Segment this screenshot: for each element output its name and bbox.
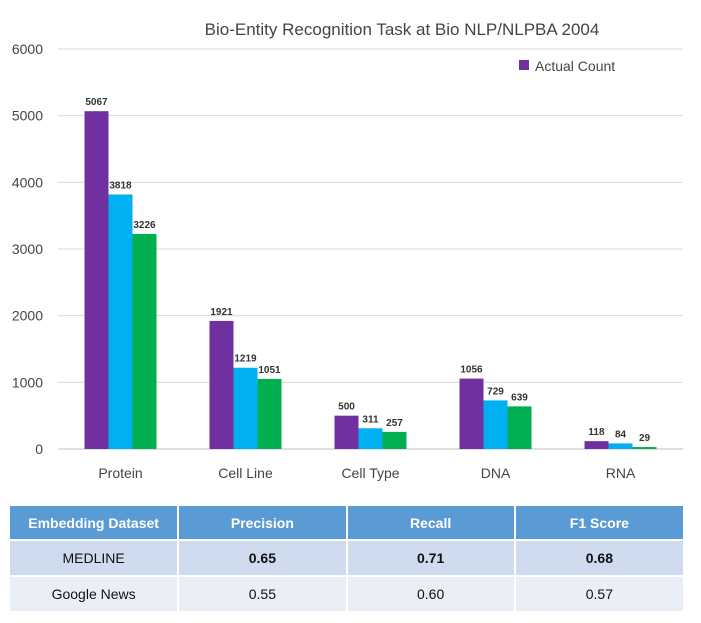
y-tick-label: 3000 bbox=[12, 241, 43, 257]
legend: Actual Count bbox=[519, 58, 615, 74]
x-category-label: Protein bbox=[98, 465, 142, 481]
bar-cell-line-series-3 bbox=[257, 378, 282, 449]
bar-dna-series-1 bbox=[459, 378, 484, 449]
bar-rna-series-3 bbox=[632, 447, 657, 449]
data-label: 311 bbox=[362, 414, 379, 425]
bar-rna-series-1 bbox=[584, 441, 609, 449]
y-tick-label: 0 bbox=[35, 441, 43, 457]
bar-dna-series-2 bbox=[483, 400, 508, 449]
data-label: 729 bbox=[487, 386, 504, 397]
y-tick-label: 4000 bbox=[12, 174, 43, 190]
legend-swatch-actual-count bbox=[519, 60, 529, 70]
x-category-label: RNA bbox=[606, 465, 636, 481]
bar-cell-line-series-1 bbox=[209, 320, 234, 449]
y-tick-label: 2000 bbox=[12, 308, 43, 324]
data-label: 3818 bbox=[109, 180, 132, 191]
cell-recall: 0.71 bbox=[346, 540, 516, 577]
gridlines bbox=[58, 48, 683, 450]
y-tick-label: 6000 bbox=[12, 41, 43, 57]
x-category-label: DNA bbox=[481, 465, 511, 481]
bar-dna-series-3 bbox=[507, 406, 532, 449]
data-label: 118 bbox=[588, 427, 605, 438]
header-f1-score: F1 Score bbox=[514, 506, 683, 541]
y-axis: 0 1000 2000 3000 4000 5000 6000 bbox=[12, 41, 43, 457]
bar-chart: Bio-Entity Recognition Task at Bio NLP/N… bbox=[12, 20, 683, 481]
x-category-label: Cell Type bbox=[341, 465, 399, 481]
legend-label-actual-count: Actual Count bbox=[535, 58, 615, 74]
cell-precision: 0.55 bbox=[178, 576, 348, 613]
bar-cell-type-series-2 bbox=[358, 428, 383, 449]
y-tick-label: 5000 bbox=[12, 108, 43, 124]
bar-protein-series-1 bbox=[84, 111, 109, 449]
bar-cell-type-series-3 bbox=[382, 431, 407, 449]
table-header-row: Embedding Dataset Precision Recall F1 Sc… bbox=[10, 506, 683, 541]
table-row: MEDLINE 0.65 0.71 0.68 bbox=[10, 540, 683, 577]
results-table: Embedding Dataset Precision Recall F1 Sc… bbox=[10, 506, 683, 613]
cell-dataset: Google News bbox=[10, 576, 180, 613]
cell-f1: 0.68 bbox=[514, 540, 683, 577]
data-label: 84 bbox=[615, 429, 627, 440]
data-label: 639 bbox=[511, 392, 528, 403]
data-label: 1921 bbox=[210, 307, 233, 318]
data-label: 5067 bbox=[85, 97, 108, 108]
x-category-label: Cell Line bbox=[218, 465, 273, 481]
header-precision: Precision bbox=[178, 506, 348, 541]
x-axis: Protein Cell Line Cell Type DNA RNA bbox=[98, 465, 636, 481]
header-embedding-dataset: Embedding Dataset bbox=[10, 506, 180, 541]
chart-area: Bio-Entity Recognition Task at Bio NLP/N… bbox=[12, 20, 683, 481]
bar-protein-series-3 bbox=[132, 233, 157, 449]
cell-recall: 0.60 bbox=[346, 576, 516, 613]
data-label: 500 bbox=[338, 402, 355, 413]
bar-protein-series-2 bbox=[108, 194, 133, 449]
bar-cell-line-series-2 bbox=[233, 367, 258, 449]
data-label: 1051 bbox=[258, 365, 281, 376]
bar-rna-series-2 bbox=[608, 443, 633, 449]
data-label: 1219 bbox=[234, 354, 257, 365]
table-row: Google News 0.55 0.60 0.57 bbox=[10, 576, 683, 613]
cell-precision: 0.65 bbox=[178, 540, 348, 577]
cell-dataset: MEDLINE bbox=[10, 540, 180, 577]
data-label: 1056 bbox=[460, 365, 483, 376]
bar-cell-type-series-1 bbox=[334, 415, 359, 449]
data-label: 3226 bbox=[133, 220, 156, 231]
header-recall: Recall bbox=[346, 506, 516, 541]
data-label: 257 bbox=[386, 418, 403, 429]
data-label: 29 bbox=[639, 433, 651, 444]
y-tick-label: 1000 bbox=[12, 374, 43, 390]
cell-f1: 0.57 bbox=[514, 576, 683, 613]
chart-title: Bio-Entity Recognition Task at Bio NLP/N… bbox=[205, 20, 600, 39]
